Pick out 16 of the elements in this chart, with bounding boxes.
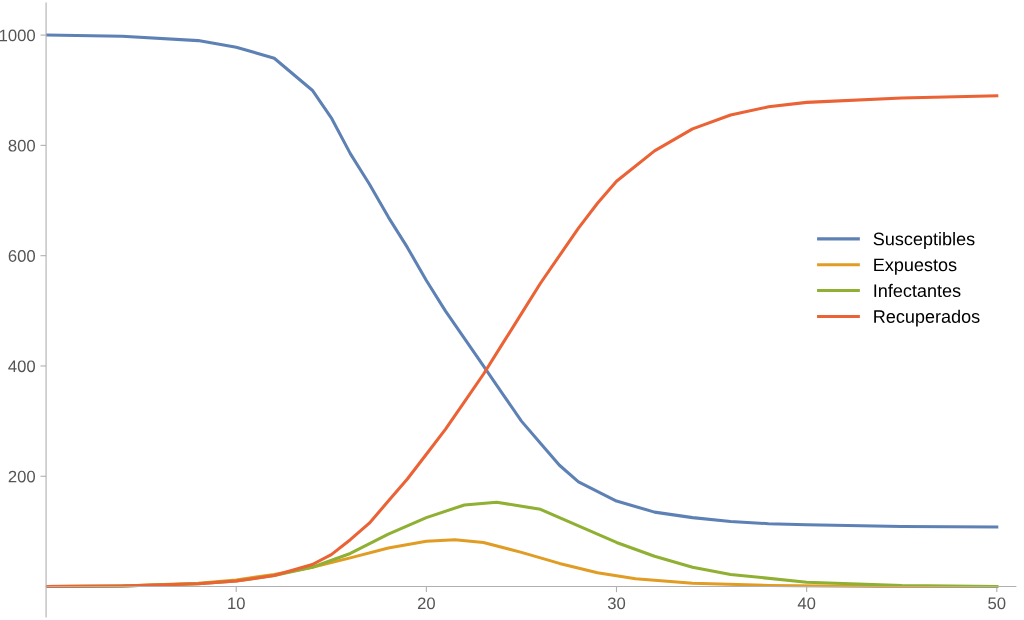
y-tick-label: 800	[8, 139, 36, 152]
legend-label: Infectantes	[874, 283, 961, 298]
y-tick-label: 200	[8, 470, 36, 483]
x-tick-label: 50	[988, 597, 1006, 610]
legend-label: Expuestos	[874, 258, 957, 275]
legend-label: Susceptibles	[873, 232, 975, 249]
legend-label: Recuperados	[874, 309, 980, 327]
x-tick-label: 30	[607, 597, 626, 610]
line-series	[46, 94, 999, 589]
x-tick-label: 40	[797, 597, 816, 610]
x-tick-label: 10	[228, 597, 245, 610]
y-tick-label: 1000	[0, 29, 36, 42]
line-series	[46, 33, 999, 529]
y-tick-label: 400	[8, 360, 36, 373]
y-tick-label: 600	[8, 250, 36, 262]
x-tick-label: 20	[417, 597, 435, 610]
